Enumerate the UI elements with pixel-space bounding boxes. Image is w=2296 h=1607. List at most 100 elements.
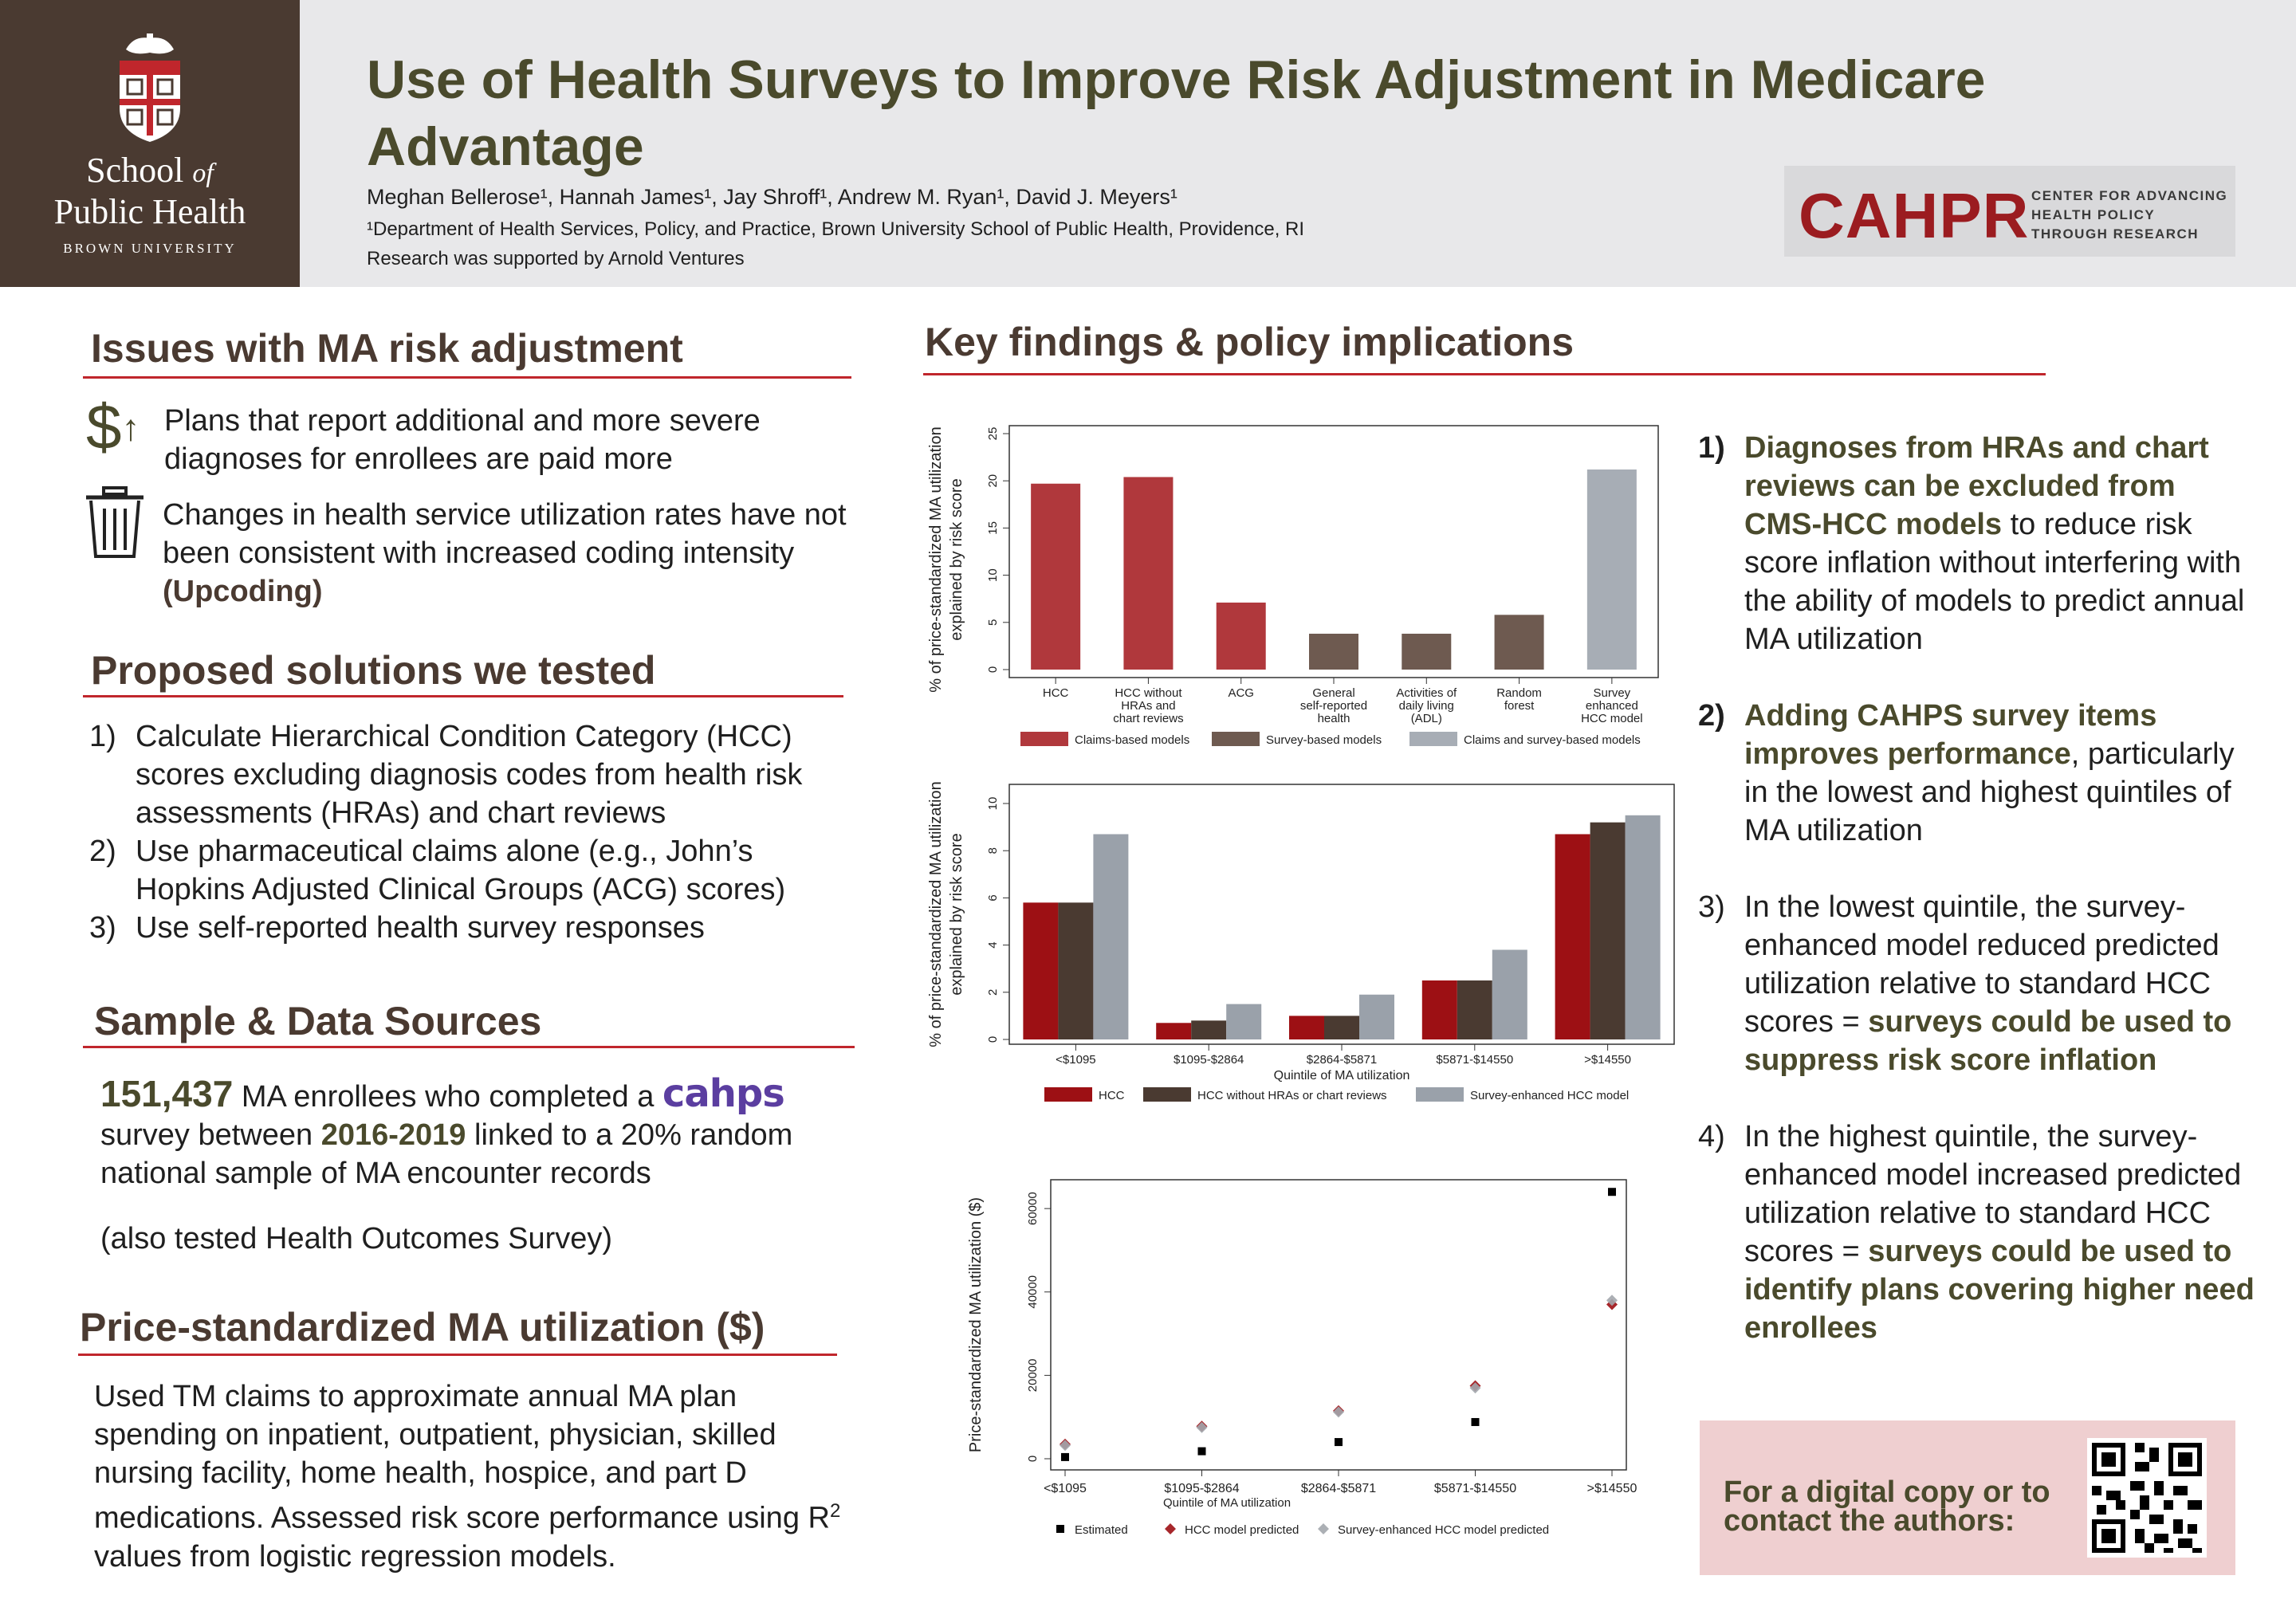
bar (1586, 469, 1637, 670)
x-tick-label: $5871-$14550 (1434, 1482, 1516, 1495)
section-rule (83, 1046, 855, 1048)
plot-frame (1050, 1179, 1627, 1471)
bar (1123, 477, 1174, 670)
x-tick-label: >$14550 (1587, 1482, 1637, 1495)
sample-heading: Sample & Data Sources (94, 999, 542, 1043)
y-tick-label: 5 (986, 619, 1000, 626)
y-tick-label: 60000 (1026, 1192, 1040, 1225)
poster-title: Use of Health Surveys to Improve Risk Ad… (367, 49, 1986, 177)
legend-swatch (1020, 732, 1068, 746)
data-point (1608, 1188, 1616, 1196)
x-tick-label: Random (1496, 686, 1542, 700)
legend-swatch (1212, 732, 1260, 746)
bar (1226, 1004, 1262, 1039)
data-point (1335, 1438, 1343, 1447)
contact-text: For a digital copy or to contact the aut… (1724, 1475, 2050, 1538)
quintile-performance-chart: % of price-standardized MA utilization ex… (927, 781, 1675, 1102)
legend-label: Survey-enhanced HCC model (1470, 1089, 1629, 1102)
y-tick-label: 0 (986, 1036, 1000, 1043)
legend-marker (1165, 1523, 1176, 1534)
author-list: Meghan Bellerose¹, Hannah James¹, Jay Sh… (367, 185, 1177, 209)
bar (1421, 980, 1457, 1039)
x-tick-label: $1095-$2864 (1164, 1482, 1239, 1495)
finding-item: 3) In the lowest quintile, the survey-enh… (1698, 890, 2232, 1077)
sample-note: (also tested Health Outcomes Survey) (100, 1222, 613, 1255)
data-point (1606, 1295, 1618, 1306)
bar (1625, 815, 1661, 1039)
x-tick-label: health (1318, 712, 1350, 725)
logo-block: School of Public Health BROWN UNIVERSITY (0, 0, 300, 287)
legend-swatch (1409, 732, 1457, 746)
legend-label: Claims and survey-based models (1464, 733, 1641, 747)
data-point (1196, 1421, 1208, 1433)
model-performance-chart: % of price-standardized MA utilization ex… (927, 425, 1659, 747)
bar (1191, 1020, 1227, 1039)
legend-label: Survey-based models (1266, 733, 1382, 747)
y-tick-label: 2 (986, 989, 1000, 996)
x-tick-label: >$14550 (1584, 1053, 1631, 1067)
section-rule (78, 1354, 837, 1356)
sample-text: 151,437 MA enrollees who completed a cah… (100, 1071, 793, 1190)
x-tick-label: forest (1504, 699, 1535, 713)
axis-title: Quintile of MA utilization (1163, 1496, 1291, 1510)
list-item: 2) Use pharmaceutical claims alone (e.g.,… (89, 835, 786, 906)
legend-swatch (1044, 1087, 1092, 1102)
x-tick-label: $2864-$5871 (1307, 1053, 1377, 1067)
bar (1309, 634, 1358, 670)
bar (1590, 822, 1626, 1039)
cahpr-tagline: CENTER FOR ADVANCING HEALTH POLICY THROU… (2031, 188, 2228, 242)
legend-label: HCC (1099, 1089, 1125, 1102)
legend-swatch (1143, 1087, 1191, 1102)
legend-label: Estimated (1075, 1523, 1128, 1537)
x-tick-label: enhanced (1586, 699, 1638, 713)
section-rule (923, 373, 2046, 375)
list-item: 3) Use self-reported health survey respon… (89, 911, 705, 945)
issue-item-2: Changes in health service utilization ra… (163, 498, 847, 608)
bar (1058, 902, 1094, 1039)
bar (1402, 634, 1452, 670)
bar (1494, 615, 1544, 670)
cahpr-logo (1784, 166, 2235, 257)
section-rule (83, 376, 851, 379)
cahps-logo: cahps (662, 1071, 785, 1116)
x-tick-label: <$1095 (1044, 1482, 1087, 1495)
bar (1156, 1023, 1192, 1039)
y-tick-label: 25 (986, 427, 1000, 441)
x-tick-label: Survey (1594, 686, 1631, 700)
bar (1031, 483, 1081, 670)
data-point (1197, 1447, 1206, 1456)
x-tick-label: HCC without (1115, 686, 1182, 700)
section-rule (83, 695, 843, 697)
x-tick-label: HRAs and (1121, 699, 1175, 713)
y-tick-label: 20 (986, 474, 1000, 488)
data-point (1061, 1452, 1069, 1461)
legend-label: HCC without HRAs or chart reviews (1197, 1089, 1387, 1102)
axis-title: Price-standardized MA utilization ($) (967, 1197, 985, 1452)
bar (1492, 949, 1527, 1039)
finding-item: 2) Adding CAHPS survey items improves per… (1698, 699, 2235, 847)
brown-shield-icon (120, 33, 180, 142)
affiliation: ¹Department of Health Services, Policy, … (367, 218, 1305, 240)
x-tick-label: HCC model (1581, 712, 1643, 725)
price-heading: Price-standardized MA utilization ($) (80, 1305, 765, 1350)
axis-title: explained by risk score (948, 833, 965, 995)
x-tick-label: HCC (1043, 686, 1069, 700)
x-tick-label: General (1312, 686, 1354, 700)
x-tick-label: $5871-$14550 (1436, 1053, 1513, 1067)
axis-title: Quintile of MA utilization (1274, 1069, 1410, 1082)
bar (1555, 834, 1590, 1039)
x-tick-label: (ADL) (1411, 712, 1442, 725)
x-tick-label: $2864-$5871 (1301, 1482, 1376, 1495)
x-tick-label: daily living (1399, 699, 1454, 713)
findings-list: 1) Diagnoses from HRAs and chart reviews … (1698, 429, 2256, 1347)
data-point (1060, 1440, 1071, 1452)
bar (1023, 902, 1059, 1039)
x-tick-label: $1095-$2864 (1174, 1053, 1244, 1067)
qr-code-icon[interactable] (2087, 1438, 2207, 1558)
cahpr-wordmark: CAHPR (1799, 180, 2030, 251)
bar (1216, 602, 1266, 670)
y-tick-label: 15 (986, 521, 1000, 535)
y-tick-label: 0 (986, 666, 1000, 673)
solutions-heading: Proposed solutions we tested (91, 648, 656, 693)
price-text: Used TM claims to approximate annual MA … (94, 1380, 841, 1574)
